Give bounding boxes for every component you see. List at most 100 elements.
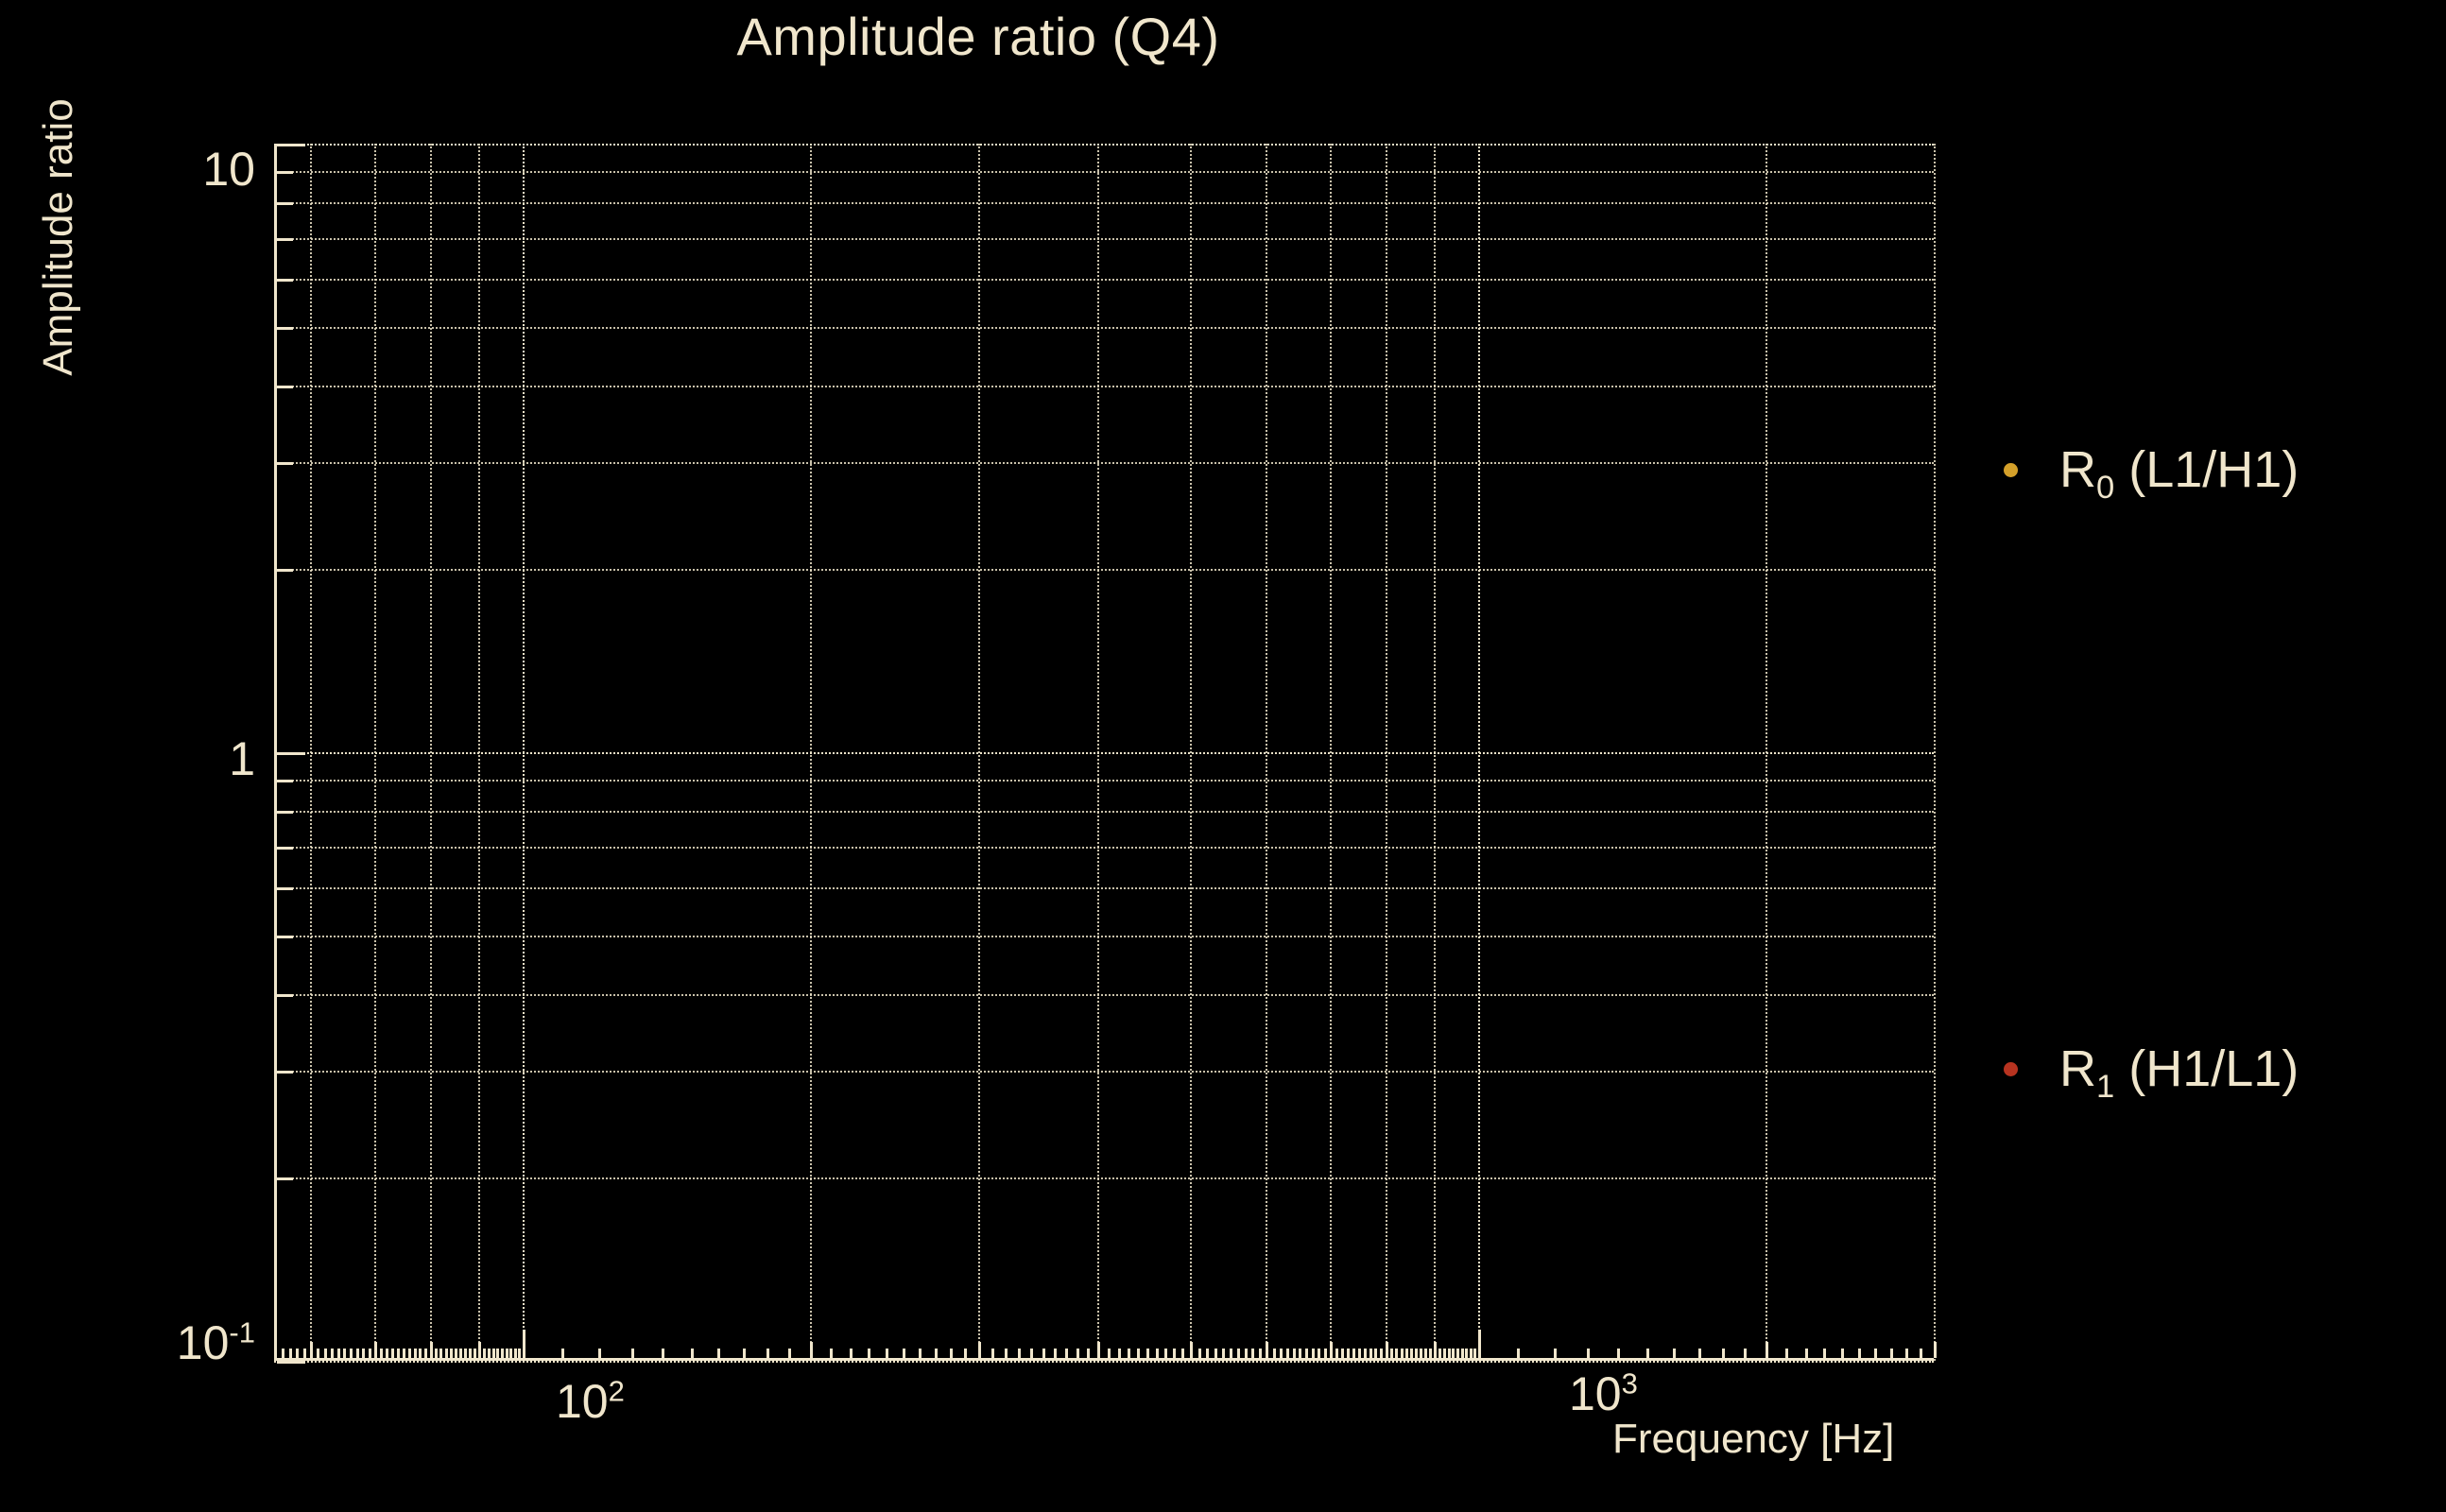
x-tick-sub	[1145, 1349, 1149, 1358]
x-tick-sub	[1434, 1349, 1438, 1358]
x-tick-sub	[518, 1349, 522, 1358]
x-tick-sub	[1305, 1349, 1309, 1358]
y-tick	[277, 461, 293, 465]
x-tick-sub	[1672, 1349, 1676, 1358]
x-tick-sub	[1390, 1349, 1394, 1358]
x-tick-sub	[1222, 1349, 1226, 1358]
x-tick-sub	[323, 1349, 327, 1358]
x-tick-sub	[630, 1349, 634, 1358]
x-tick-sub	[449, 1349, 453, 1358]
x-tick-sub	[1553, 1349, 1557, 1358]
gridline-horizontal	[274, 237, 1934, 240]
x-tick-sub	[830, 1349, 834, 1358]
legend: R0 (L1/H1) R1 (H1/L1)	[1992, 0, 2437, 1512]
gridline-vertical	[373, 144, 376, 1361]
x-tick-sub	[1586, 1349, 1590, 1358]
x-tick-sub	[1128, 1349, 1130, 1358]
gridline-horizontal	[274, 780, 1934, 782]
gridline-vertical	[1329, 144, 1332, 1361]
x-tick-sub	[1137, 1349, 1141, 1358]
page-title: Amplitude ratio (Q4)	[736, 7, 1220, 66]
x-tick-sub	[1765, 1349, 1768, 1358]
x-tick-sub	[1206, 1349, 1210, 1358]
gridline-horizontal	[274, 569, 1934, 572]
gridline-horizontal	[274, 144, 1934, 146]
y-tick	[277, 171, 293, 175]
y-tick	[277, 846, 293, 850]
x-tick-sub	[1645, 1349, 1649, 1358]
x-tick-sub	[1424, 1349, 1428, 1358]
gridline-horizontal	[274, 461, 1934, 464]
x-tick-sub	[403, 1349, 406, 1358]
x-tick-sub	[1380, 1349, 1384, 1358]
legend-entry-r1[interactable]: R1 (H1/L1)	[1992, 1043, 2299, 1103]
x-tick-sub	[934, 1349, 938, 1358]
gridline-vertical	[1477, 144, 1480, 1361]
x-tick-sub	[302, 1349, 306, 1358]
x-tick-sub	[1841, 1349, 1845, 1358]
gridline-horizontal	[274, 386, 1934, 388]
gridline-horizontal	[274, 1361, 1934, 1363]
x-tick-sub	[281, 1349, 284, 1358]
x-tick-sub	[902, 1349, 905, 1358]
x-tick-sub	[1364, 1349, 1368, 1358]
y-axis-line	[274, 144, 277, 1361]
gridline-vertical	[478, 144, 481, 1361]
x-tick-sub	[368, 1349, 371, 1358]
x-tick-sub	[1299, 1349, 1302, 1358]
y-tick	[277, 886, 293, 890]
gridline-horizontal	[274, 1177, 1934, 1180]
x-tick-sub	[483, 1349, 487, 1358]
x-tick-sub	[419, 1349, 422, 1358]
x-tick-sub	[1465, 1349, 1469, 1358]
x-tick-sub	[1251, 1349, 1255, 1358]
x-tick-sub	[964, 1349, 968, 1358]
gridline-vertical	[977, 144, 980, 1361]
x-tick-sub	[1460, 1349, 1464, 1358]
y-tick	[277, 202, 293, 206]
x-tick-sub	[1395, 1349, 1399, 1358]
x-tick-sub	[1920, 1349, 1923, 1358]
x-tick-sub	[317, 1349, 320, 1358]
x-tick-sub	[513, 1349, 517, 1358]
x-tick-sub	[1369, 1349, 1372, 1358]
x-tick-sub	[809, 1349, 813, 1358]
x-tick-sub	[1785, 1349, 1789, 1358]
x-tick-sub	[868, 1349, 871, 1358]
x-tick-sub	[444, 1349, 448, 1358]
x-tick-sub	[1318, 1349, 1321, 1358]
x-tick-sub	[459, 1349, 463, 1358]
x-tick-sub	[1065, 1349, 1068, 1358]
x-tick-sub	[1076, 1349, 1079, 1358]
legend-marker-r1	[2004, 1061, 2018, 1076]
x-tick-sub	[1173, 1349, 1177, 1358]
x-tick-sub	[1005, 1349, 1008, 1358]
y-tick	[277, 811, 293, 815]
x-tick-sub	[849, 1349, 853, 1358]
x-tick-sub	[690, 1349, 694, 1358]
gridline-horizontal	[274, 994, 1934, 997]
x-tick-sub	[742, 1349, 746, 1358]
x-tick	[522, 1330, 525, 1358]
gridline-horizontal	[274, 202, 1934, 205]
x-tick-sub	[1438, 1349, 1442, 1358]
x-tick-sub	[464, 1349, 468, 1358]
gridline-horizontal	[274, 171, 1934, 174]
x-tick-sub	[1804, 1349, 1808, 1358]
gridline-vertical	[1190, 144, 1193, 1361]
x-tick-sub	[500, 1349, 504, 1358]
gridline-vertical	[1266, 144, 1268, 1361]
y-tick-label-10: 10	[202, 143, 255, 196]
legend-label-r0: R0 (L1/H1)	[2059, 441, 2300, 506]
x-tick-sub	[1329, 1349, 1333, 1358]
x-tick-sub	[1087, 1349, 1091, 1358]
x-tick-sub	[597, 1349, 601, 1358]
x-tick-sub	[1323, 1349, 1327, 1358]
x-tick	[1477, 1330, 1481, 1358]
x-tick-sub	[362, 1349, 366, 1358]
x-tick-sub	[766, 1349, 769, 1358]
x-tick-sub	[1285, 1349, 1289, 1358]
gridline-vertical	[429, 144, 432, 1361]
x-tick-sub	[1197, 1349, 1201, 1358]
legend-entry-r0[interactable]: R0 (L1/H1)	[1992, 441, 2300, 506]
